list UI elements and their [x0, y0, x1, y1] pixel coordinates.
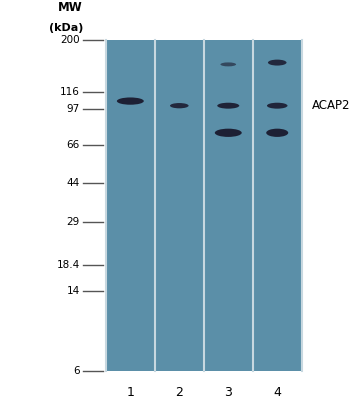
Text: MW: MW: [58, 1, 83, 14]
Ellipse shape: [217, 103, 239, 109]
Text: 3: 3: [224, 386, 232, 399]
FancyBboxPatch shape: [106, 40, 302, 371]
Text: 97: 97: [67, 104, 80, 114]
Ellipse shape: [117, 98, 144, 105]
Ellipse shape: [221, 62, 236, 66]
Ellipse shape: [170, 103, 189, 108]
Ellipse shape: [267, 103, 287, 109]
Text: 6: 6: [73, 366, 80, 376]
Text: 18.4: 18.4: [57, 260, 80, 270]
Text: (kDa): (kDa): [48, 23, 83, 33]
Text: 4: 4: [273, 386, 281, 399]
Ellipse shape: [268, 60, 286, 66]
Ellipse shape: [266, 129, 288, 137]
Text: 200: 200: [60, 35, 80, 45]
Text: 29: 29: [67, 217, 80, 227]
Text: 66: 66: [67, 140, 80, 150]
Text: 1: 1: [126, 386, 134, 399]
Text: 2: 2: [175, 386, 183, 399]
Text: 44: 44: [67, 178, 80, 188]
Text: ACAP2: ACAP2: [312, 99, 350, 112]
Text: 14: 14: [67, 286, 80, 296]
Ellipse shape: [215, 129, 242, 137]
Text: 116: 116: [60, 87, 80, 97]
